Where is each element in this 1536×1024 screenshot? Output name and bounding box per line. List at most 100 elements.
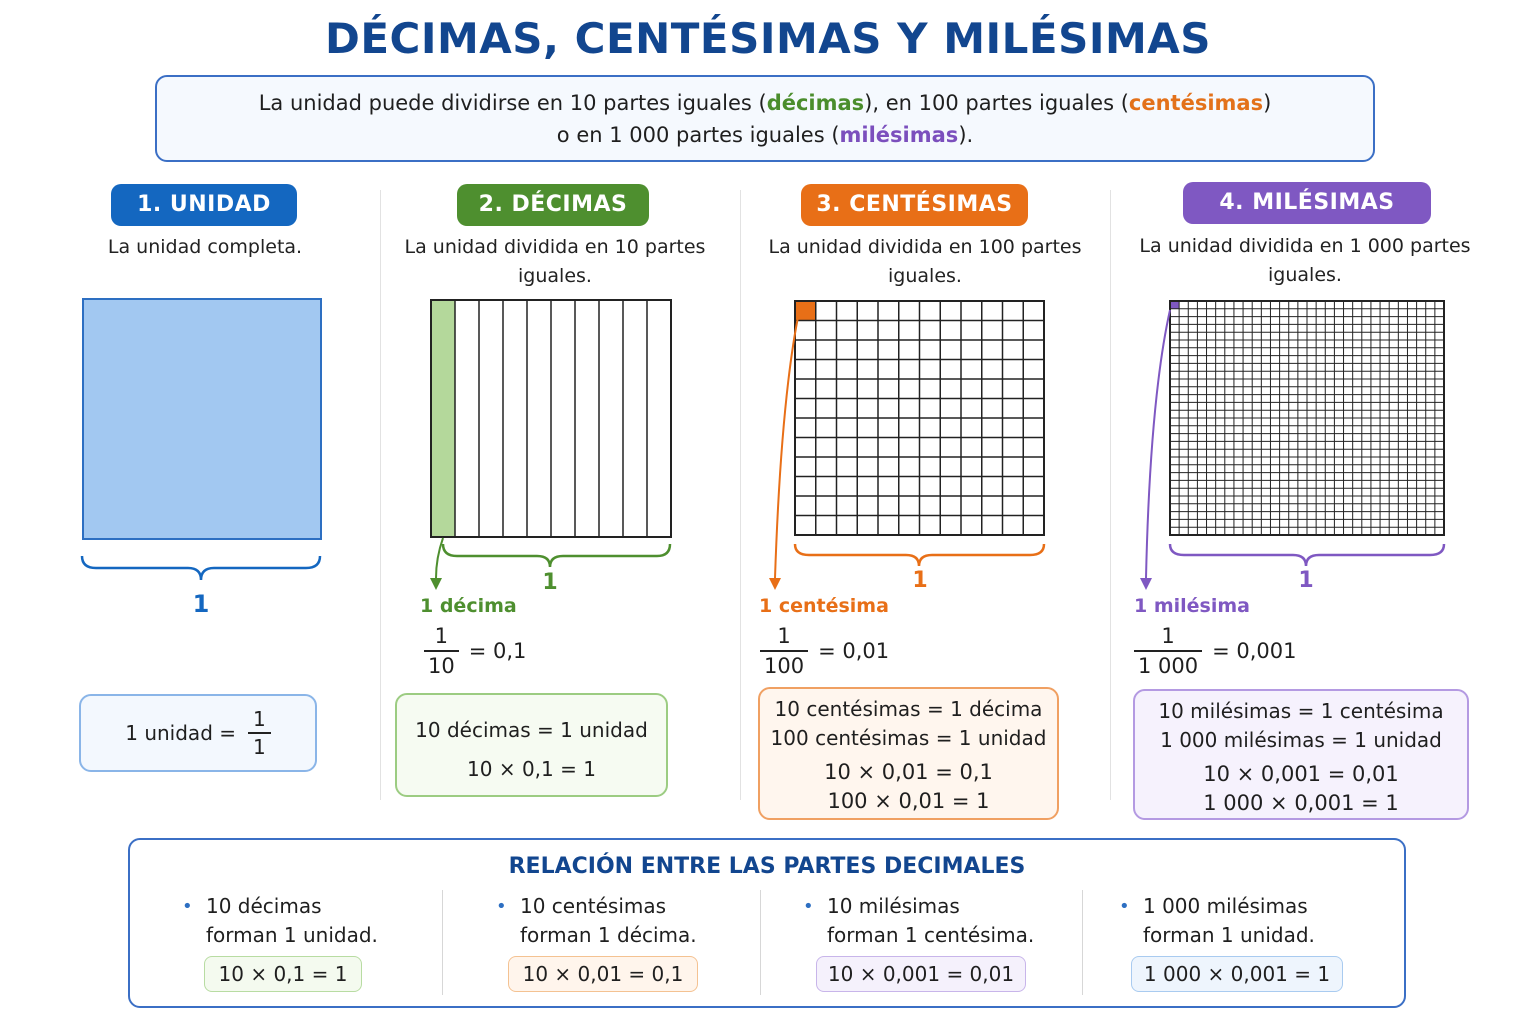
description-line: iguales. bbox=[1268, 264, 1342, 286]
arrow-decima bbox=[435, 537, 444, 579]
box-line: 100 × 0,01 = 1 bbox=[827, 789, 990, 813]
highlighted-part bbox=[1170, 301, 1180, 309]
relation-item: • 10 milésimas forman 1 centésima. bbox=[803, 892, 1035, 950]
bullet-icon: • bbox=[182, 896, 193, 917]
brace-label-decimas: 1 bbox=[542, 570, 558, 595]
grid-border bbox=[1169, 300, 1445, 536]
arrowhead-milesima bbox=[1140, 578, 1152, 590]
brace-milesimas bbox=[1168, 543, 1446, 567]
fraction-centesima: 1 100 = 0,01 bbox=[760, 622, 889, 680]
box-line: 100 centésimas = 1 unidad bbox=[770, 726, 1047, 750]
relation-title: RELACIÓN ENTRE LAS PARTES DECIMALES bbox=[508, 854, 1026, 879]
relation-line: forman 1 unidad. bbox=[1143, 923, 1315, 947]
relation-line: forman 1 centésima. bbox=[827, 923, 1035, 947]
bullet-icon: • bbox=[1119, 896, 1130, 917]
unidad-text: 1 unidad = bbox=[125, 721, 237, 745]
highlighted-part bbox=[795, 301, 816, 321]
highlighted-part bbox=[431, 300, 455, 537]
section-description: La unidad dividida en 100 partes iguales… bbox=[745, 233, 1105, 291]
decimas-box: 10 décimas = 1 unidad 10 × 0,1 = 1 bbox=[395, 693, 668, 797]
intro-decimas: décimas bbox=[766, 91, 865, 115]
numerator: 1 bbox=[434, 624, 449, 648]
part-label-decima: 1 décima bbox=[420, 595, 517, 617]
arrowhead-decima bbox=[430, 578, 442, 590]
column-divider bbox=[380, 190, 381, 800]
section-pill-milesimas: 4. MILÉSIMAS bbox=[1183, 182, 1431, 224]
box-line: 10 centésimas = 1 décima bbox=[774, 697, 1043, 721]
relation-divider bbox=[442, 890, 443, 995]
denominator: 1 bbox=[248, 732, 271, 760]
relation-chip-centesimas: 10 × 0,01 = 0,1 bbox=[508, 956, 698, 992]
arrow-centesima bbox=[774, 311, 800, 579]
intro-text: o en 1 000 partes iguales ( bbox=[556, 123, 840, 147]
relation-line: forman 1 unidad. bbox=[206, 923, 378, 947]
brace-decimas bbox=[441, 543, 672, 568]
box-line: 10 milésimas = 1 centésima bbox=[1158, 699, 1444, 723]
relation-line: 10 centésimas bbox=[520, 894, 667, 918]
box-line: 10 × 0,001 = 0,01 bbox=[1203, 762, 1399, 786]
milesimas-box: 10 milésimas = 1 centésima 1 000 milésim… bbox=[1133, 689, 1469, 820]
part-label-milesima: 1 milésima bbox=[1134, 595, 1250, 617]
intro-line-1: La unidad puede dividirse en 10 partes i… bbox=[157, 87, 1373, 119]
intro-box: La unidad puede dividirse en 10 partes i… bbox=[155, 75, 1375, 162]
description-line: iguales. bbox=[518, 265, 592, 287]
intro-centesimas: centésimas bbox=[1128, 91, 1264, 115]
relation-chip-milesimas: 10 × 0,001 = 0,01 bbox=[816, 956, 1026, 992]
centesimas-box: 10 centésimas = 1 décima 100 centésimas … bbox=[758, 687, 1059, 820]
relation-line: 1 000 milésimas bbox=[1143, 894, 1308, 918]
box-line: 10 décimas = 1 unidad bbox=[415, 718, 648, 742]
relation-item: • 10 centésimas forman 1 décima. bbox=[496, 892, 697, 950]
box-line: 10 × 0,01 = 0,1 bbox=[824, 760, 993, 784]
relation-line: forman 1 décima. bbox=[520, 923, 697, 947]
column-divider bbox=[1110, 190, 1111, 800]
description-line: La unidad dividida en 10 partes bbox=[404, 236, 706, 258]
fraction-equals: = 0,01 bbox=[818, 639, 890, 663]
box-line: 1 000 × 0,001 = 1 bbox=[1203, 791, 1399, 815]
brace-label-unidad: 1 bbox=[192, 590, 210, 618]
intro-line-2: o en 1 000 partes iguales (milésimas). bbox=[157, 119, 1373, 151]
relation-chip-decimas: 10 × 0,1 = 1 bbox=[204, 956, 362, 992]
section-pill-centesimas: 3. CENTÉSIMAS bbox=[801, 184, 1028, 226]
brace-label-milesimas: 1 bbox=[1298, 568, 1314, 593]
arrowhead-centesima bbox=[769, 578, 781, 590]
grid-border bbox=[794, 300, 1045, 536]
fraction: 1 1 000 bbox=[1134, 622, 1203, 680]
fraction: 1 10 bbox=[424, 622, 459, 680]
grid-border bbox=[430, 299, 672, 538]
relation-item: • 1 000 milésimas forman 1 unidad. bbox=[1119, 892, 1315, 950]
fraction: 1 1 bbox=[248, 706, 271, 760]
numerator: 1 bbox=[777, 624, 791, 648]
unidad-box: 1 unidad = 1 1 bbox=[79, 694, 317, 772]
denominator: 100 bbox=[760, 650, 809, 680]
intro-milesimas: milésimas bbox=[839, 123, 959, 147]
numerator: 1 bbox=[253, 707, 266, 731]
relation-divider bbox=[760, 890, 761, 995]
grid-milesimas bbox=[1169, 300, 1445, 536]
section-description: La unidad dividida en 1 000 partes igual… bbox=[1115, 232, 1495, 290]
column-divider bbox=[740, 190, 741, 800]
fraction-equals: = 0,1 bbox=[468, 639, 527, 663]
section-pill-unidad: 1. UNIDAD bbox=[111, 184, 297, 226]
relation-chip-unidad: 1 000 × 0,001 = 1 bbox=[1131, 956, 1343, 992]
brace-unidad bbox=[80, 555, 322, 581]
grid-centesimas bbox=[794, 300, 1045, 536]
section-pill-decimas: 2. DÉCIMAS bbox=[457, 184, 649, 226]
fraction: 1 100 bbox=[760, 622, 809, 680]
unit-square bbox=[82, 298, 322, 540]
intro-text: ) bbox=[1263, 91, 1272, 115]
fraction-decima: 1 10 = 0,1 bbox=[424, 622, 526, 680]
grid-decimas bbox=[430, 299, 672, 538]
description-line: La unidad completa. bbox=[107, 236, 303, 258]
description-line: La unidad dividida en 1 000 partes bbox=[1139, 235, 1471, 257]
arrow-milesima bbox=[1145, 309, 1171, 579]
intro-text: ). bbox=[958, 123, 974, 147]
intro-text: La unidad puede dividirse en 10 partes i… bbox=[258, 91, 767, 115]
part-label-centesima: 1 centésima bbox=[759, 595, 889, 617]
intro-text: ), en 100 partes iguales ( bbox=[864, 91, 1129, 115]
fraction-milesima: 1 1 000 = 0,001 bbox=[1134, 622, 1297, 680]
description-line: La unidad dividida en 100 partes bbox=[768, 236, 1082, 258]
relation-panel: RELACIÓN ENTRE LAS PARTES DECIMALES • 10… bbox=[128, 838, 1406, 1008]
box-line: 10 × 0,1 = 1 bbox=[467, 757, 596, 781]
unidad-equation: 1 unidad = 1 1 bbox=[81, 696, 315, 770]
